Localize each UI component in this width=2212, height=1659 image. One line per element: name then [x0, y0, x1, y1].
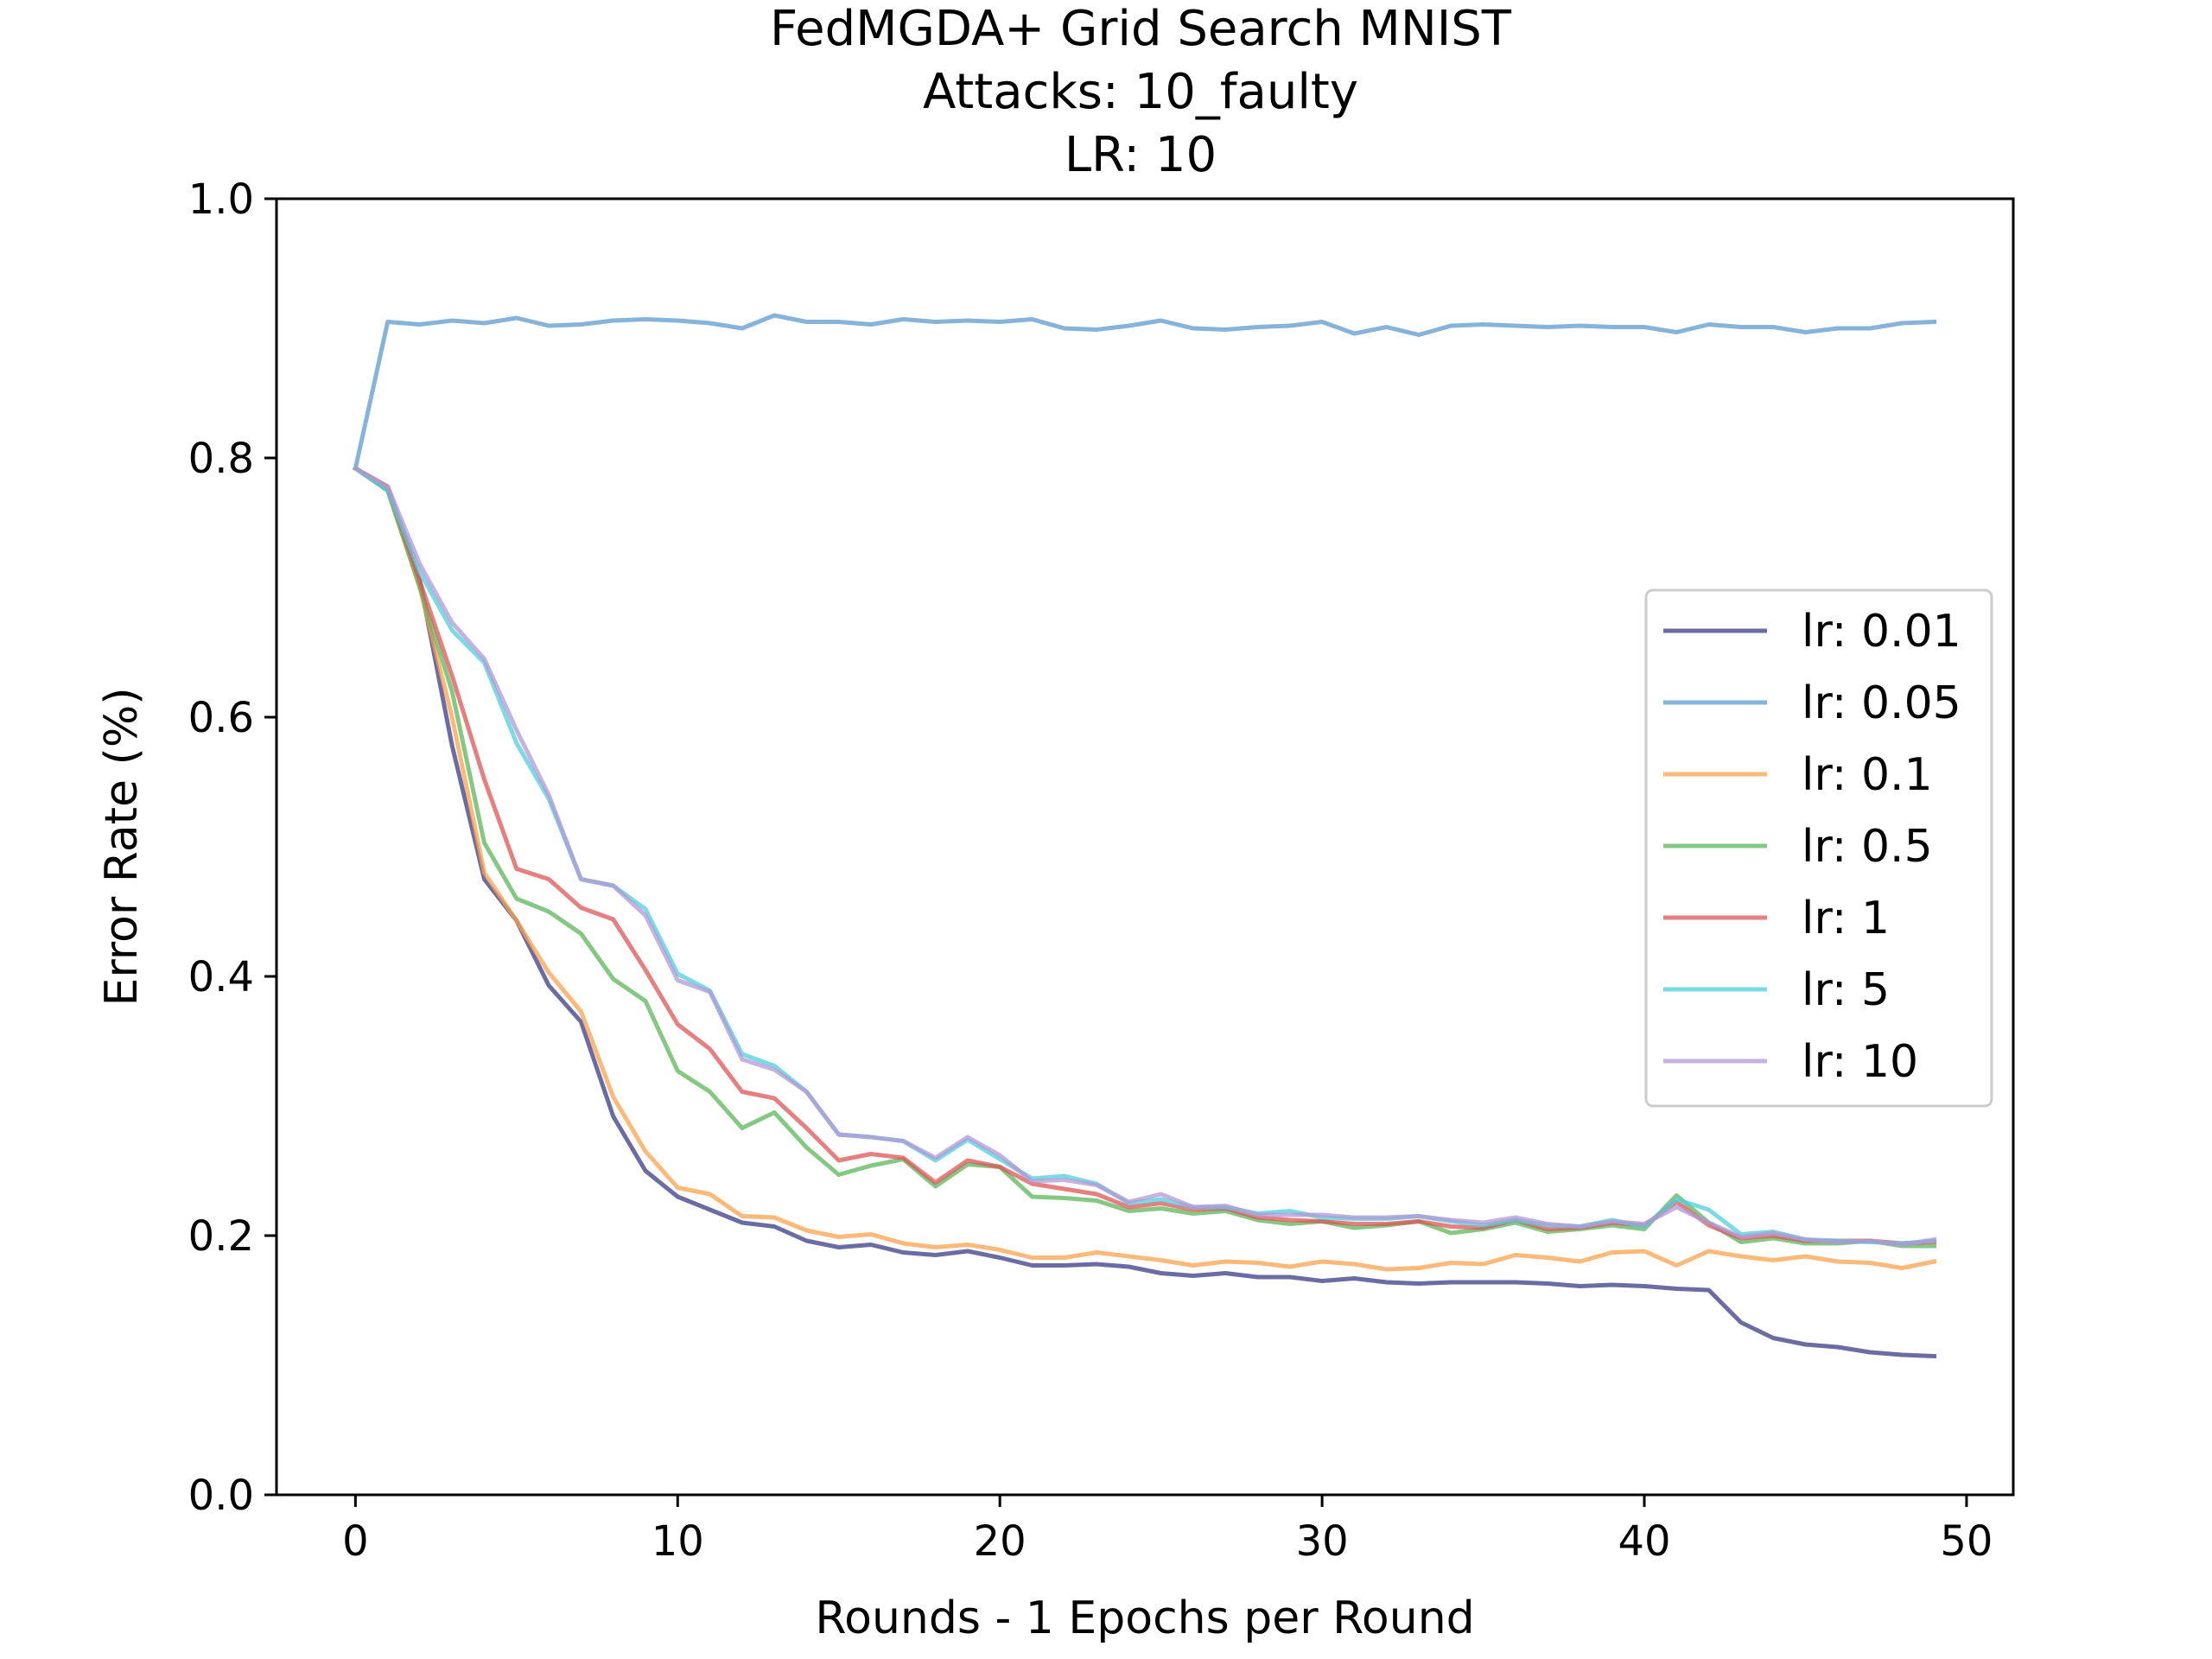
legend-label-3: lr: 0.5	[1802, 821, 1933, 873]
x-tick-label: 0	[342, 1517, 369, 1566]
legend-box	[1644, 588, 1993, 1108]
plot-frame	[275, 197, 2015, 1497]
legend-label-1: lr: 0.05	[1802, 677, 1961, 729]
x-axis: 0 10 20 30 40 50	[342, 1495, 1993, 1566]
series-line-1	[353, 313, 1937, 471]
plot-area	[275, 197, 2015, 1497]
legend-label-6: lr: 10	[1802, 1036, 1918, 1088]
y-tick-label: 1.0	[188, 175, 254, 224]
y-tick-label: 0.0	[188, 1471, 254, 1520]
x-tick-label: 20	[974, 1517, 1027, 1566]
series-layer	[352, 313, 1937, 1359]
legend-label-4: lr: 1	[1802, 893, 1890, 944]
chart-title-line-1: FedMGDA+ Grid Search MNIST	[770, 1, 1512, 57]
legend: lr: 0.01 lr: 0.05 lr: 0.1 lr: 0.5 lr: 1 lr: 5…	[1644, 588, 1993, 1108]
legend-label-5: lr: 5	[1802, 964, 1890, 1016]
x-tick-label: 50	[1940, 1517, 1993, 1566]
x-axis-label: Rounds - 1 Epochs per Round	[815, 1592, 1474, 1644]
y-tick-label: 0.8	[188, 435, 254, 483]
series-line-2	[352, 465, 1937, 1272]
x-tick-label: 40	[1618, 1517, 1670, 1566]
y-tick-label: 0.4	[188, 953, 254, 1001]
y-tick-label: 0.6	[188, 694, 254, 742]
y-axis: 0.0 0.2 0.4 0.6 0.8 1.0	[188, 175, 276, 1520]
y-axis-label: Error Rate (%)	[96, 687, 148, 1006]
series-line-6	[352, 465, 1937, 1247]
x-tick-label: 10	[652, 1517, 704, 1566]
y-tick-label: 0.2	[188, 1212, 254, 1261]
series-line-0	[352, 465, 1937, 1359]
chart-title-line-3: LR: 10	[1065, 127, 1217, 183]
legend-label-2: lr: 0.1	[1802, 749, 1933, 801]
chart-title: FedMGDA+ Grid Search MNIST Attacks: 10_f…	[770, 1, 1512, 183]
legend-label-0: lr: 0.01	[1802, 606, 1961, 658]
chart-title-line-2: Attacks: 10_faulty	[923, 64, 1358, 120]
x-tick-label: 30	[1296, 1517, 1349, 1566]
